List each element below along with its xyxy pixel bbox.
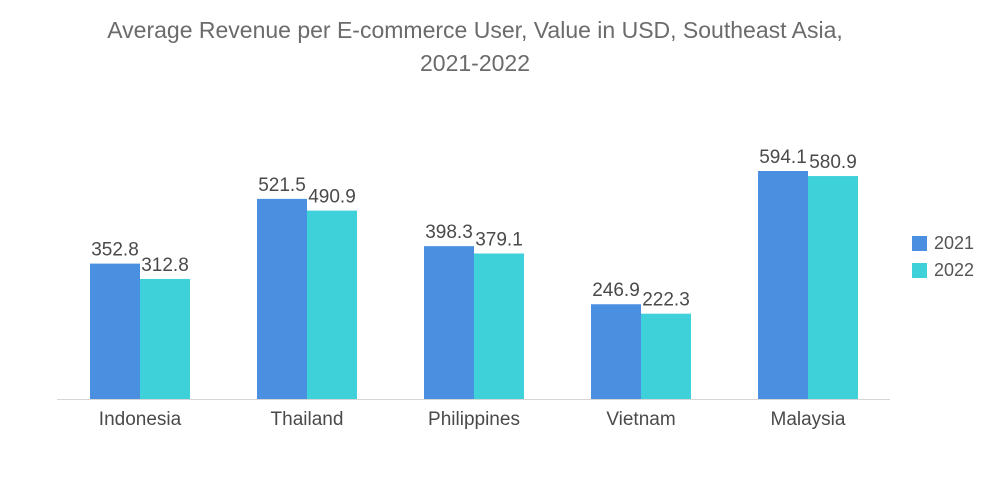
bar-indonesia-2021 bbox=[90, 263, 140, 399]
data-label-philippines-2022: 379.1 bbox=[475, 230, 523, 251]
data-label-philippines-2021: 398.3 bbox=[425, 222, 473, 243]
data-label-malaysia-2022: 580.9 bbox=[809, 152, 857, 173]
legend-label-2022: 2022 bbox=[934, 260, 975, 280]
bar-thailand-2022 bbox=[307, 210, 357, 399]
bar-philippines-2021 bbox=[424, 246, 474, 399]
data-label-thailand-2022: 490.9 bbox=[308, 187, 356, 208]
bar-vietnam-2022 bbox=[641, 313, 691, 399]
bar-thailand-2021 bbox=[257, 198, 307, 399]
legend-swatch-2021 bbox=[912, 236, 927, 251]
x-tick-label-thailand: Thailand bbox=[271, 409, 344, 430]
chart-title: Average Revenue per E-commerce User, Val… bbox=[60, 14, 890, 80]
data-label-vietnam-2022: 222.3 bbox=[642, 290, 690, 311]
bar-malaysia-2022 bbox=[808, 176, 858, 399]
x-tick-label-indonesia: Indonesia bbox=[99, 409, 182, 430]
chart-title-line-1: Average Revenue per E-commerce User, Val… bbox=[107, 17, 843, 43]
bar-philippines-2022 bbox=[474, 253, 524, 399]
legend-item-2021: 2021 bbox=[912, 230, 974, 257]
bar-malaysia-2021 bbox=[758, 171, 808, 399]
data-label-thailand-2021: 521.5 bbox=[258, 175, 306, 196]
bar-vietnam-2021 bbox=[591, 304, 641, 399]
data-label-malaysia-2021: 594.1 bbox=[759, 147, 807, 168]
legend-label-2021: 2021 bbox=[934, 233, 975, 253]
chart-title-line-2: 2021-2022 bbox=[420, 50, 530, 76]
data-label-indonesia-2021: 352.8 bbox=[91, 240, 139, 261]
data-label-vietnam-2021: 246.9 bbox=[592, 280, 640, 301]
x-tick-label-vietnam: Vietnam bbox=[606, 409, 675, 430]
legend: 2021 2022 bbox=[912, 230, 974, 284]
bar-indonesia-2022 bbox=[140, 278, 190, 399]
legend-item-2022: 2022 bbox=[912, 257, 974, 284]
x-tick-label-philippines: Philippines bbox=[428, 409, 520, 430]
legend-swatch-2022 bbox=[912, 263, 927, 278]
data-label-indonesia-2022: 312.8 bbox=[141, 255, 189, 276]
x-tick-label-malaysia: Malaysia bbox=[771, 409, 846, 430]
